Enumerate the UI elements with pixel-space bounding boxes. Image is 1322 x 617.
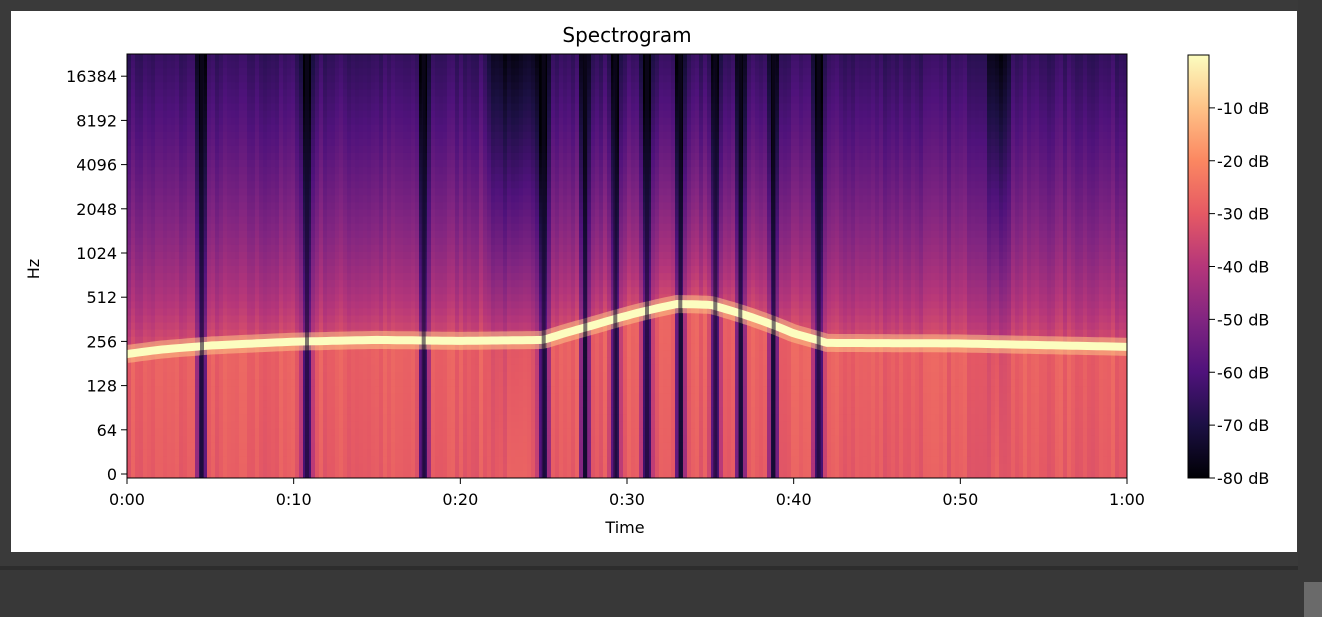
spectrogram-chart: Spectrogram 0 64 128 256 512 1024 2048 4096 8192… bbox=[24, 23, 1269, 537]
y-tick-label: 0 bbox=[107, 465, 117, 484]
y-tick-label: 8192 bbox=[76, 111, 117, 130]
colorbar-tick-label: -30 dB bbox=[1217, 205, 1269, 224]
chart-title: Spectrogram bbox=[562, 23, 691, 47]
colorbar-tick-label: -60 dB bbox=[1217, 363, 1269, 382]
plot-area bbox=[127, 54, 1127, 478]
output-cell: Spectrogram 0 64 128 256 512 1024 2048 4096 8192… bbox=[0, 11, 1298, 570]
x-tick-label: 0:10 bbox=[276, 490, 312, 509]
y-tick-label: 512 bbox=[86, 288, 117, 307]
y-tick-label: 4096 bbox=[76, 156, 117, 175]
colorbar-tick-label: -80 dB bbox=[1217, 469, 1269, 488]
x-tick-label: 0:30 bbox=[609, 490, 645, 509]
y-tick-label: 128 bbox=[86, 377, 117, 396]
y-tick-label: 2048 bbox=[76, 200, 117, 219]
colorbar-ticks: -10 dB -20 dB -30 dB -40 dB -50 dB -60 dB -70 … bbox=[1209, 99, 1269, 488]
x-tick-label: 0:50 bbox=[942, 490, 978, 509]
scrollbar-thumb[interactable] bbox=[1304, 582, 1322, 617]
x-tick-label: 0:40 bbox=[776, 490, 812, 509]
colorbar-tick-label: -40 dB bbox=[1217, 258, 1269, 277]
y-tick-label: 256 bbox=[86, 332, 117, 351]
x-axis-label: Time bbox=[604, 518, 644, 537]
colorbar-tick-label: -20 dB bbox=[1217, 152, 1269, 171]
y-axis: 0 64 128 256 512 1024 2048 4096 8192 16384 bbox=[66, 67, 127, 484]
scrollbar-track[interactable] bbox=[1300, 0, 1322, 617]
colorbar bbox=[1187, 54, 1210, 479]
y-tick-label: 16384 bbox=[66, 67, 117, 86]
cell-bottom-border bbox=[0, 566, 1298, 570]
figure: Spectrogram 0 64 128 256 512 1024 2048 4096 8192… bbox=[11, 11, 1297, 552]
x-tick-label: 0:20 bbox=[442, 490, 478, 509]
colorbar-tick-label: -50 dB bbox=[1217, 310, 1269, 329]
y-tick-label: 1024 bbox=[76, 244, 117, 263]
x-axis: 0:00 0:10 0:20 0:30 0:40 0:50 1:00 bbox=[109, 478, 1145, 509]
x-tick-label: 1:00 bbox=[1109, 490, 1145, 509]
colorbar-tick-label: -10 dB bbox=[1217, 99, 1269, 118]
y-axis-label: Hz bbox=[24, 259, 43, 279]
colorbar-tick-label: -70 dB bbox=[1217, 416, 1269, 435]
y-tick-label: 64 bbox=[97, 421, 117, 440]
x-tick-label: 0:00 bbox=[109, 490, 145, 509]
